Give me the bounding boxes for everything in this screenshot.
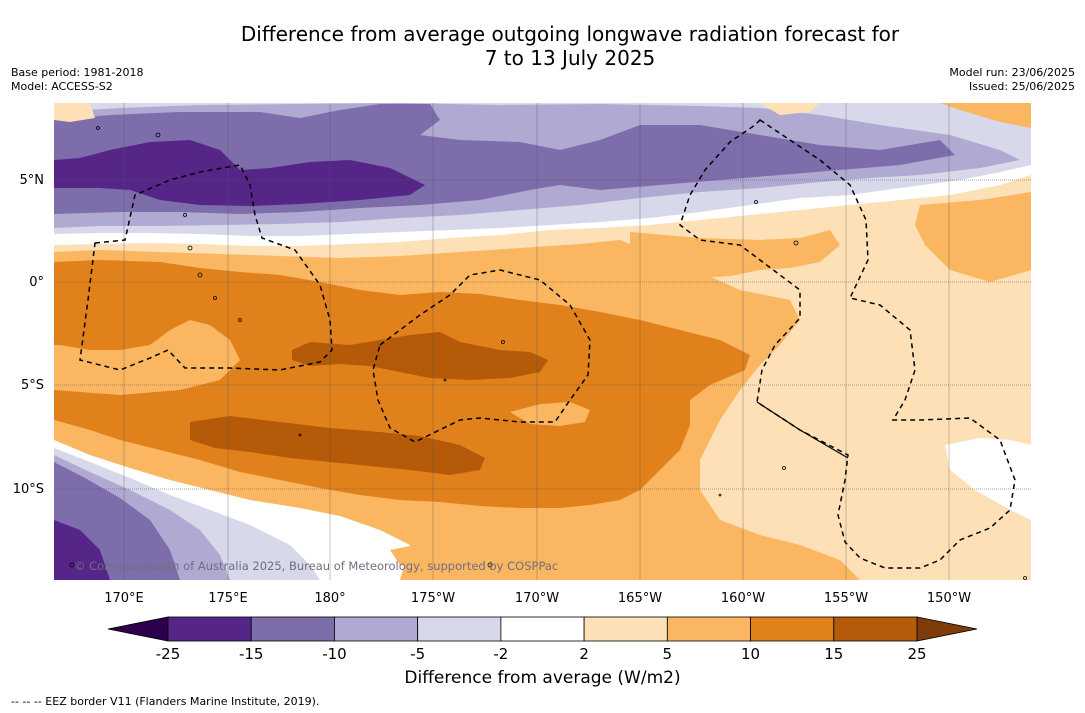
- colorbar-extend-low: [107, 616, 169, 642]
- model-run: Model run: 23/06/2025: [949, 66, 1075, 79]
- chart-title: Difference from average outgoing longwav…: [120, 22, 1020, 70]
- island: [238, 318, 242, 322]
- eez-line-islands: [679, 119, 1016, 569]
- lat-label-10s: 10°S: [13, 482, 44, 497]
- lon-label-175w: 175°W: [411, 591, 455, 606]
- lon-label-170e: 170°E: [104, 591, 144, 606]
- colorbar-extend-high: [916, 616, 978, 642]
- contour-pos5-pocket: [510, 402, 590, 426]
- base-period: Base period: 1981-2018: [11, 66, 144, 79]
- colorbar-tick-label: -15: [239, 645, 264, 663]
- island: [754, 200, 758, 204]
- colorbar-tick-label: 2: [579, 645, 589, 663]
- colorbar-swatch: [250, 616, 335, 642]
- eez-phoenix: [372, 269, 591, 443]
- eez-solid-segment: [756, 401, 849, 459]
- lat-label-5n: 5°N: [20, 173, 45, 188]
- lon-label-170w: 170°W: [515, 591, 559, 606]
- island: [96, 126, 100, 130]
- island: [183, 213, 187, 217]
- lon-label-160w: 160°W: [721, 591, 765, 606]
- lat-labels: 5°N 0° 5°S 10°S: [13, 173, 44, 497]
- colorbar-tick-label: -2: [493, 645, 508, 663]
- island: [197, 272, 203, 278]
- colorbar-swatch: [666, 616, 751, 642]
- colorbar-swatch: [334, 616, 419, 642]
- island: [443, 378, 447, 382]
- colorbar-swatch: [583, 616, 668, 642]
- eez-kiribati-gilbert: [79, 164, 333, 371]
- lat-label-5s: 5°S: [21, 378, 44, 393]
- lon-label-165w: 165°W: [618, 591, 662, 606]
- lon-label-150w: 150°W: [927, 591, 971, 606]
- title-line-1: Difference from average outgoing longwav…: [240, 22, 900, 46]
- island: [187, 245, 193, 251]
- model-name: Model: ACCESS-S2: [11, 80, 113, 93]
- colorbar-tick-label: 10: [741, 645, 760, 663]
- colorbar-tick-label: -25: [156, 645, 181, 663]
- contour-pos5-south-pocket: [390, 544, 470, 570]
- contour-pos15-central: [292, 332, 548, 380]
- lon-labels: 170°E 175°E 180° 175°W 170°W 165°W 160°W…: [104, 591, 971, 606]
- contour-pos5-ne: [940, 103, 1031, 128]
- graticule: [54, 179, 1031, 490]
- contour-pos2-ne: [760, 103, 820, 115]
- colorbar-swatch: [833, 616, 918, 642]
- island: [501, 340, 505, 344]
- title-line-2: 7 to 13 July 2025: [484, 46, 656, 70]
- island: [782, 466, 786, 470]
- colorbar-tick-label: -5: [410, 645, 425, 663]
- island: [718, 493, 722, 497]
- contour-neg25-sw: [54, 520, 110, 580]
- eez-borders: [79, 119, 1016, 569]
- colorbar-swatch: [750, 616, 835, 642]
- lon-label-175e: 175°E: [208, 591, 248, 606]
- contour-pos2-nw: [54, 103, 95, 122]
- colorbar-swatch: [500, 616, 585, 642]
- graticule-lon: [123, 103, 950, 580]
- eez-footnote: -- -- -- EEZ border V11 (Flanders Marine…: [11, 695, 320, 708]
- lat-label-0: 0°: [29, 275, 44, 290]
- colorbar: -25 -15 -10 -5 -2 2 5 10 15 25: [107, 616, 978, 663]
- contour-neg25-band: [54, 140, 425, 206]
- island: [487, 562, 493, 568]
- island: [1023, 576, 1027, 580]
- island: [155, 132, 161, 138]
- eez-solid-line: [756, 401, 849, 459]
- colorbar-swatch: [167, 616, 252, 642]
- colorbar-title: Difference from average (W/m2): [404, 668, 681, 688]
- anomaly-contours: [54, 103, 1031, 580]
- island: [213, 296, 217, 300]
- meta-left: Base period: 1981-2018 Model: ACCESS-S2: [11, 66, 143, 94]
- island: [793, 240, 799, 246]
- lon-label-180: 180°: [314, 591, 345, 606]
- meta-right: Model run: 23/06/2025 Issued: 25/06/2025: [949, 66, 1075, 94]
- copyright-notice: © Commonwealth of Australia 2025, Bureau…: [74, 559, 558, 573]
- colorbar-tick-label: 5: [663, 645, 673, 663]
- island: [298, 433, 302, 437]
- island: [69, 562, 75, 568]
- colorbar-tick-label: 25: [907, 645, 926, 663]
- issued-date: Issued: 25/06/2025: [968, 80, 1075, 93]
- contour-neg2-se: [945, 438, 1031, 520]
- lon-label-155w: 155°W: [824, 591, 868, 606]
- contour-pos15-south: [190, 416, 485, 475]
- colorbar-swatch: [417, 616, 502, 642]
- colorbar-tick-label: -10: [322, 645, 347, 663]
- colorbar-tick-label: 15: [824, 645, 843, 663]
- islands: [69, 126, 1027, 580]
- contour-pos5-east: [915, 192, 1031, 282]
